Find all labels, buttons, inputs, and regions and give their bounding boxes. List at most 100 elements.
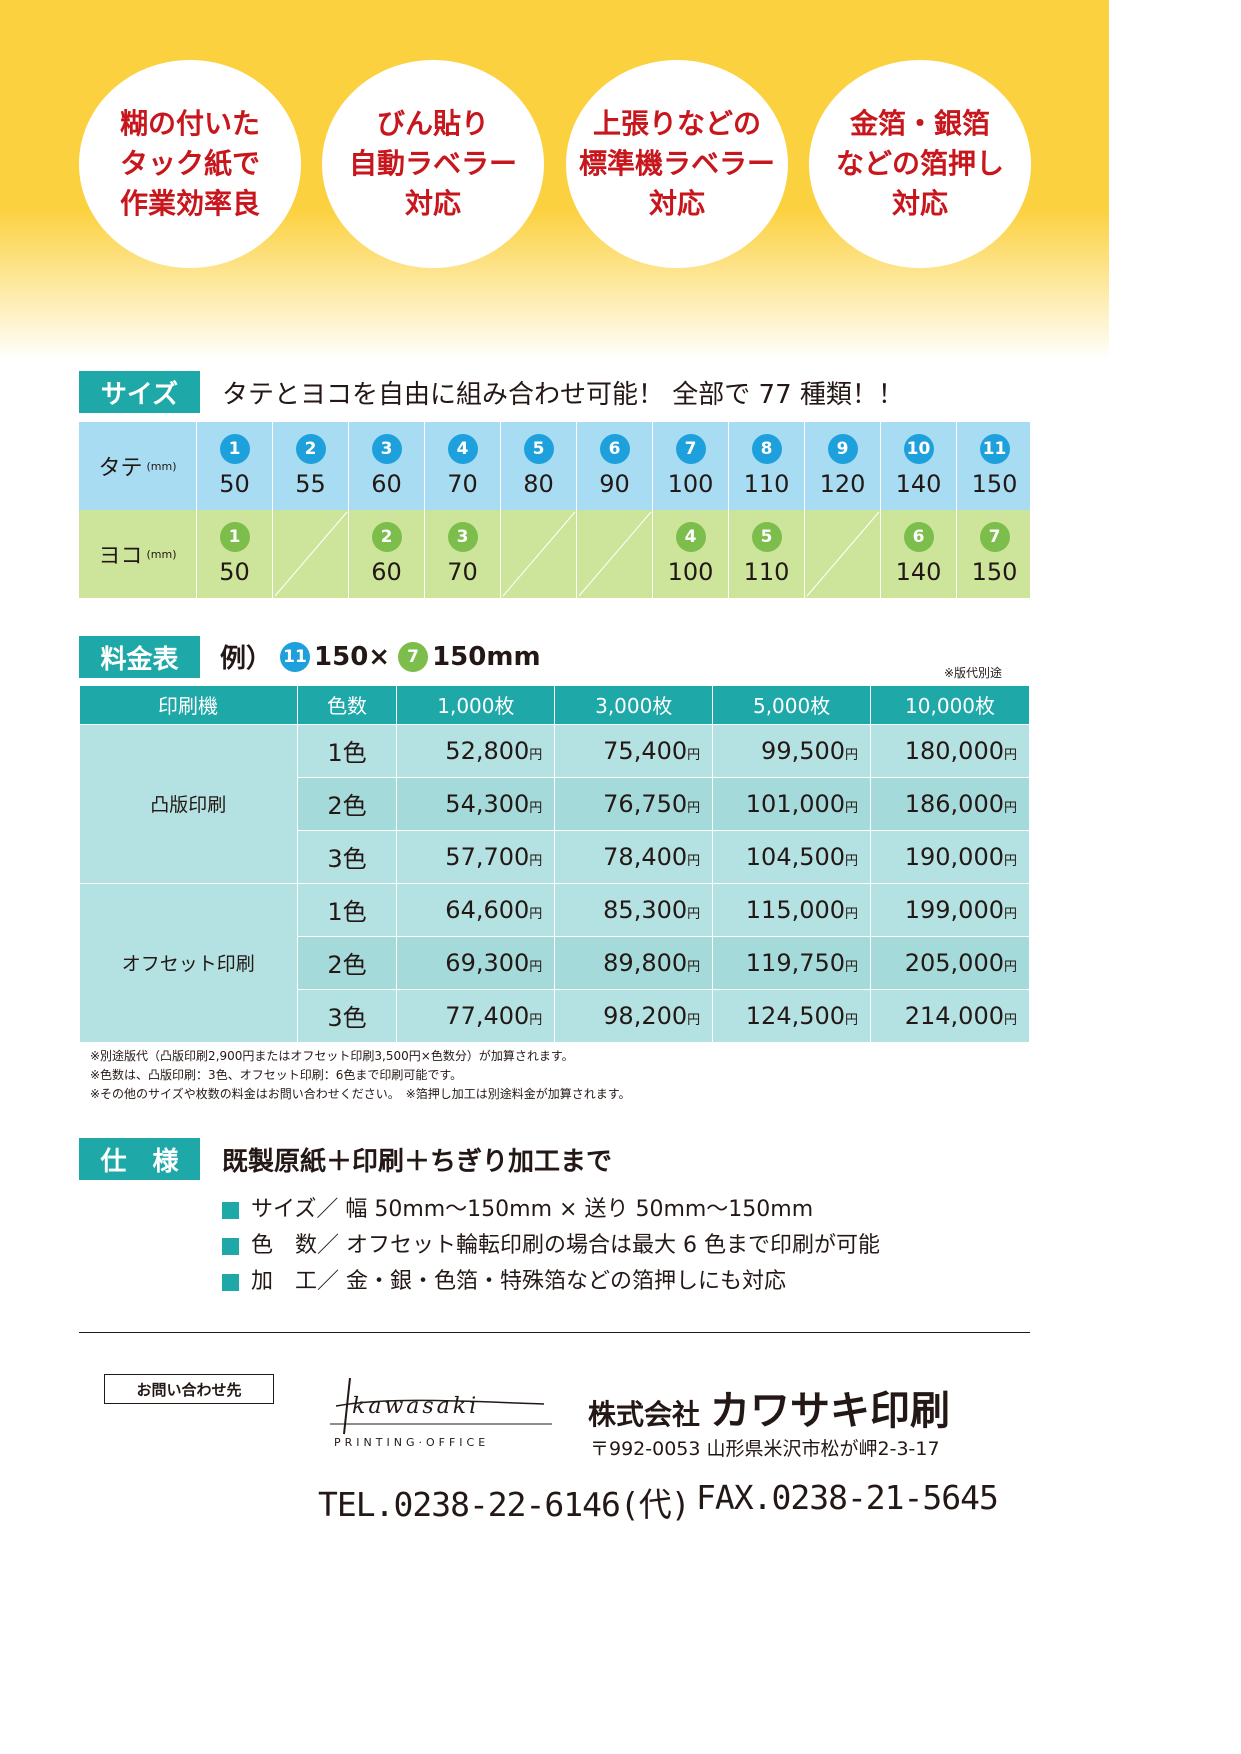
- logo-script-text: kawasaki: [352, 1394, 480, 1419]
- tate-header: タテ (mm): [79, 422, 196, 510]
- yen-unit: 円: [1003, 800, 1017, 816]
- price-value: 57,700: [445, 842, 530, 871]
- price-notes: ※別途版代（凸版印刷2,900円またはオフセット印刷3,500円×色数分）が加算…: [90, 1047, 631, 1104]
- note-line: ※その他のサイズや枚数の料金はお問い合わせください。 ※箔押し加工は別途料金が加…: [90, 1087, 631, 1101]
- price-cell: 99,500円: [712, 723, 872, 778]
- yen-unit: 円: [529, 906, 543, 922]
- size-number-badge: 5: [523, 434, 554, 464]
- tate-unit: (mm): [146, 459, 177, 473]
- tate-size-cell: 2 55: [272, 422, 348, 510]
- price-value: 52,800: [445, 736, 530, 765]
- feature-line: 自動ラベラー: [348, 147, 517, 180]
- tate-size-cell: 10 140: [880, 422, 956, 510]
- feature-line: 糊の付いた: [119, 107, 260, 140]
- color-count-cell: 1色: [296, 882, 398, 937]
- yen-unit: 円: [687, 959, 701, 975]
- price-cell: 52,800円: [396, 723, 556, 778]
- price-cell: 69,300円: [396, 935, 556, 990]
- spec-list: サイズ／ 幅 50mm〜150mm × 送り 50mm〜150mm 色 数／ オ…: [222, 1192, 880, 1300]
- example-prefix: 例）: [220, 644, 273, 674]
- company-name-block: 株式会社 カワサキ印刷: [588, 1378, 950, 1436]
- yoko-row: ヨコ (mm) 1 50 2 60 3 70 4 100 5 110 6 140 7 150: [79, 510, 1030, 598]
- yen-unit: 円: [1003, 959, 1017, 975]
- yen-unit: 円: [529, 1012, 543, 1028]
- size-number-badge: 2: [371, 522, 402, 552]
- yoko-size-cell: 4 100: [652, 510, 728, 598]
- example-mid: 150×: [314, 641, 391, 672]
- size-number-badge: 6: [599, 434, 630, 464]
- note-line: ※別途版代（凸版印刷2,900円またはオフセット印刷3,500円×色数分）が加算…: [90, 1049, 574, 1063]
- yoko-empty-cell: [500, 510, 576, 598]
- price-value: 180,000: [904, 736, 1004, 765]
- print-method-cell: 凸版印刷: [79, 723, 298, 884]
- diagonal-slash-icon: [578, 511, 652, 597]
- size-number-badge: 9: [827, 434, 858, 464]
- company-address: 〒992-0053 山形県米沢市松が岬2-3-17: [590, 1438, 940, 1460]
- price-value: 190,000: [904, 842, 1004, 871]
- feature-line: 作業効率良: [119, 187, 260, 220]
- price-cell: 77,400円: [396, 988, 556, 1043]
- yen-unit: 円: [845, 906, 859, 922]
- tate-size-cell: 1 50: [196, 422, 272, 510]
- spec-item-text: 加 工／ 金・銀・色箔・特殊箔などの箔押しにも対応: [251, 1269, 786, 1294]
- company-prefix: 株式会社: [588, 1398, 701, 1431]
- price-cell: 180,000円: [870, 723, 1030, 778]
- example-badge-yoko: 7: [398, 641, 429, 672]
- price-cell: 75,400円: [554, 723, 714, 778]
- price-cell: 54,300円: [396, 776, 556, 831]
- size-value: 60: [371, 470, 402, 498]
- size-number-badge: 1: [219, 522, 250, 552]
- price-row: 3色 77,400円 98,200円 124,500円 214,000円: [80, 988, 1030, 1043]
- price-value: 54,300: [445, 789, 530, 818]
- price-section-label: 料金表: [79, 636, 200, 678]
- size-number-badge: 3: [447, 522, 478, 552]
- feature-line: 対応: [404, 187, 461, 220]
- price-value: 124,500: [745, 1001, 846, 1030]
- size-value: 60: [371, 558, 402, 586]
- size-value: 140: [895, 558, 942, 586]
- header-colors: 色数: [297, 686, 398, 724]
- price-cell: 205,000円: [870, 935, 1030, 990]
- contact-label-box: お問い合わせ先: [104, 1374, 274, 1404]
- tate-size-cell: 3 60: [348, 422, 424, 510]
- price-value: 98,200: [603, 1001, 688, 1030]
- price-cell: 214,000円: [870, 988, 1030, 1043]
- yoko-size-cell: 3 70: [424, 510, 500, 598]
- color-count-cell: 3色: [296, 829, 398, 884]
- header-qty-10000: 10,000枚: [870, 686, 1030, 724]
- price-value: 205,000: [904, 948, 1004, 977]
- spec-section-label: 仕 様: [79, 1138, 200, 1180]
- spec-item-size: サイズ／ 幅 50mm〜150mm × 送り 50mm〜150mm: [222, 1192, 880, 1228]
- tate-size-cell: 11 150: [956, 422, 1032, 510]
- yoko-empty-cell: [272, 510, 348, 598]
- yoko-size-cell: 6 140: [880, 510, 956, 598]
- size-number-badge: 7: [675, 434, 706, 464]
- spec-item-colors: 色 数／ オフセット輪転印刷の場合は最大 6 色まで印刷が可能: [222, 1228, 880, 1264]
- yoko-label: ヨコ: [98, 544, 143, 569]
- price-value: 85,300: [603, 895, 688, 924]
- tate-size-cell: 5 80: [500, 422, 576, 510]
- bullet-square-icon: [222, 1237, 239, 1255]
- tate-size-cell: 8 110: [728, 422, 804, 510]
- price-value: 75,400: [603, 736, 688, 765]
- price-row: 2色 54,300円 76,750円 101,000円 186,000円: [80, 776, 1030, 831]
- price-cell: 78,400円: [554, 829, 714, 884]
- fax-number: FAX.0238-21-5645: [696, 1478, 999, 1517]
- size-number-badge: 4: [675, 522, 706, 552]
- yen-unit: 円: [529, 747, 543, 763]
- feature-line: 対応: [891, 187, 948, 220]
- logo-subtitle: PRINTING·OFFICE: [334, 1436, 490, 1449]
- yen-unit: 円: [687, 853, 701, 869]
- price-cell: 115,000円: [712, 882, 872, 937]
- color-count-cell: 1色: [296, 723, 398, 778]
- tate-size-cell: 4 70: [424, 422, 500, 510]
- logo-mark-icon: [330, 1377, 552, 1435]
- price-value: 214,000: [904, 1001, 1004, 1030]
- header-qty-3000: 3,000枚: [554, 686, 714, 724]
- price-cell: 57,700円: [396, 829, 556, 884]
- price-cell: 89,800円: [554, 935, 714, 990]
- yoko-header: ヨコ (mm): [79, 510, 196, 598]
- size-number-badge: 6: [903, 522, 934, 552]
- company-logo: kawasaki PRINTING·OFFICE: [330, 1366, 552, 1456]
- size-table: タテ (mm) 1 50 2 55 3 60 4 70 5 80 6 90 7 100 8 110 9 120 10…: [79, 422, 1030, 598]
